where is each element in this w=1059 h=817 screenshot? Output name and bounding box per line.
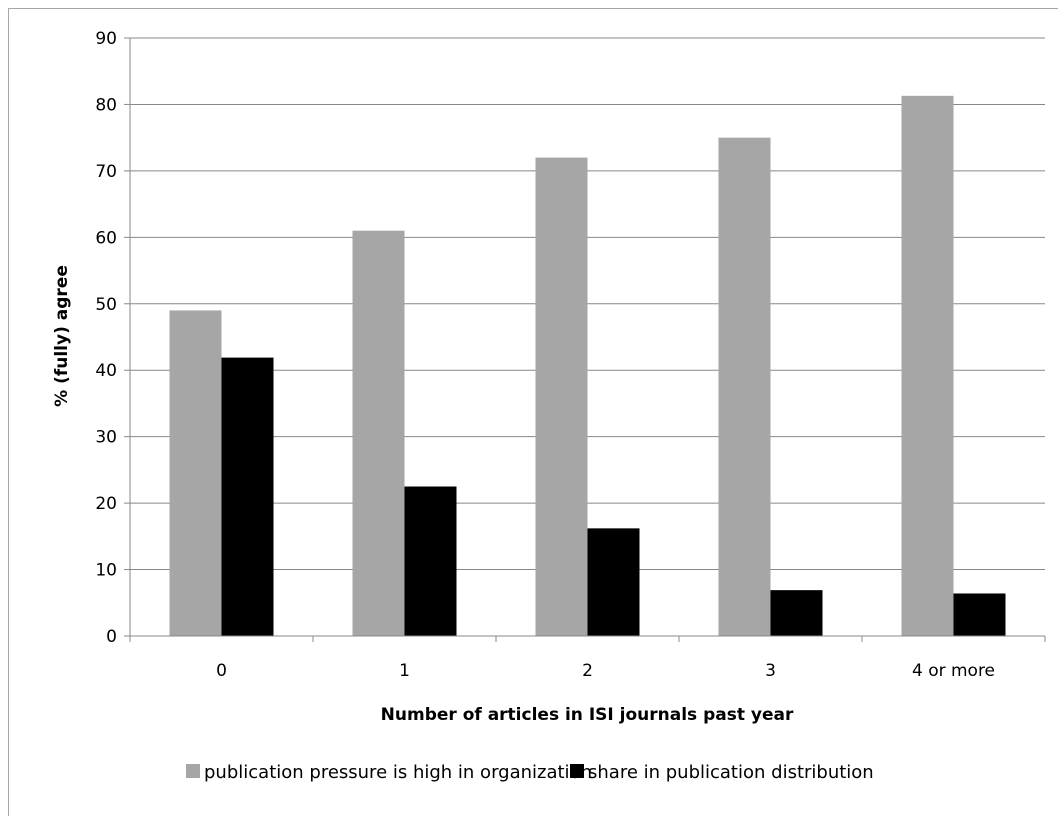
x-tick-labels: 0 1 2 3 4 or more	[216, 661, 995, 681]
chart-frame	[8, 8, 1058, 816]
x-tick-label: 3	[765, 661, 776, 681]
x-axis-title: Number of articles in ISI journals past …	[381, 705, 794, 725]
bar-share-distribution	[953, 593, 1006, 636]
y-tick-label: 90	[95, 29, 117, 49]
x-tick-label: 0	[216, 661, 227, 681]
bar-publication-pressure	[718, 137, 771, 636]
x-tick-label: 4 or more	[912, 661, 995, 681]
y-tick-label: 0	[106, 627, 117, 647]
y-tick-label: 70	[95, 162, 117, 182]
y-tick-labels: 0 10 20 30 40 50 60 70 80 90	[95, 29, 117, 647]
bar-share-distribution	[587, 528, 640, 636]
bar-publication-pressure	[352, 230, 405, 636]
bar-publication-pressure	[901, 95, 954, 637]
legend: publication pressure is high in organiza…	[186, 762, 874, 783]
bar-share-distribution	[770, 590, 823, 636]
y-tick-label: 10	[95, 561, 117, 581]
bar-share-distribution	[404, 486, 457, 636]
legend-swatch	[186, 764, 200, 778]
y-tick-label: 40	[95, 361, 117, 381]
bar-publication-pressure	[535, 157, 588, 636]
axes	[124, 37, 1046, 642]
bar-publication-pressure	[169, 310, 222, 636]
y-tick-label: 30	[95, 428, 117, 448]
legend-label: share in publication distribution	[588, 762, 874, 783]
y-tick-label: 80	[95, 95, 117, 115]
bar-share-distribution	[221, 357, 274, 636]
legend-label: publication pressure is high in organiza…	[204, 762, 592, 783]
bars	[169, 95, 1006, 637]
y-tick-label: 20	[95, 494, 117, 514]
x-tick-label: 1	[399, 661, 410, 681]
y-tick-label: 60	[95, 228, 117, 248]
x-tick-label: 2	[582, 661, 593, 681]
y-axis-title: % (fully) agree	[52, 265, 72, 407]
y-tick-label: 50	[95, 295, 117, 315]
legend-swatch	[570, 764, 584, 778]
